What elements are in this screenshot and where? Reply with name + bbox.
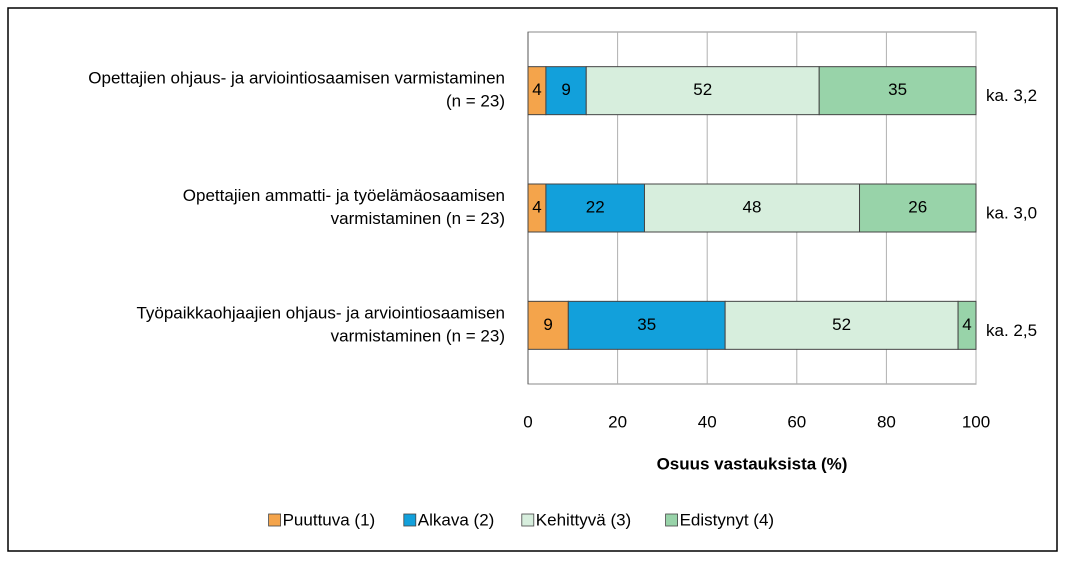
bar-segment (567, 300, 726, 350)
y-tick-label: varmistaminen (n = 23) (331, 209, 505, 228)
bar-segment (545, 66, 587, 116)
bar-segment (585, 66, 820, 116)
legend-swatch (521, 513, 535, 527)
data-label: 4 (532, 80, 541, 99)
annotation: ka. 3,0 (986, 203, 1037, 222)
x-tick-label: 40 (698, 412, 717, 431)
legend-swatch (268, 513, 282, 527)
y-tick-label: Opettajien ohjaus- ja arviointiosaamisen… (88, 69, 505, 88)
data-label: 9 (543, 315, 552, 334)
bar-segment (724, 300, 959, 350)
legend-swatch (665, 513, 678, 527)
data-label: 22 (586, 197, 605, 216)
bar-segment (545, 183, 645, 233)
data-label: 52 (832, 315, 851, 334)
annotation: ka. 3,2 (986, 86, 1037, 105)
bar-segment (859, 183, 977, 233)
y-tick-label: varmistaminen (n = 23) (331, 326, 505, 345)
bar-segment (818, 66, 977, 116)
x-tick-label: 60 (787, 412, 806, 431)
data-label: 4 (532, 197, 541, 216)
data-label: 4 (962, 315, 971, 334)
legend-label: Puuttuva (1) (283, 510, 376, 529)
annotation: ka. 2,5 (986, 321, 1037, 340)
legend-swatch (403, 513, 417, 527)
legend-label: Edistynyt (4) (680, 510, 774, 529)
x-tick-label: 100 (962, 412, 990, 431)
x-tick-label: 0 (523, 412, 532, 431)
x-tick-label: 20 (608, 412, 627, 431)
y-tick-label: (n = 23) (446, 92, 505, 111)
x-axis-title: Osuus vastauksista (%) (657, 454, 848, 473)
bar-segment (527, 300, 569, 350)
data-label: 9 (561, 80, 570, 99)
x-tick-label: 80 (877, 412, 896, 431)
data-label: 26 (908, 197, 927, 216)
y-tick-label: Opettajien ammatti- ja työelämäosaamisen (183, 186, 505, 205)
data-label: 35 (888, 80, 907, 99)
bar-segment (957, 300, 977, 350)
y-tick-label: Työpaikkaohjaajien ohjaus- ja arviointio… (136, 303, 505, 322)
legend-label: Kehittyvä (3) (536, 510, 631, 529)
bar-segment (643, 183, 861, 233)
data-label: 52 (693, 80, 712, 99)
data-label: 35 (637, 315, 656, 334)
legend-label: Alkava (2) (418, 510, 495, 529)
data-label: 48 (743, 197, 762, 216)
